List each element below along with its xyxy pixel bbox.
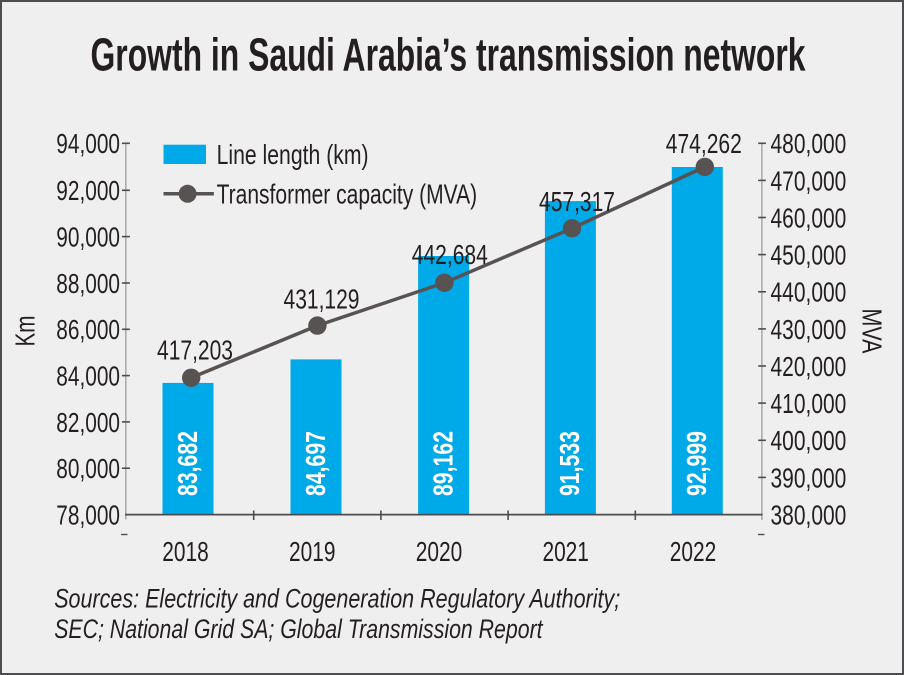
svg-text:Sources: Electricity and Cogen: Sources: Electricity and Cogeneration Re… xyxy=(54,583,620,613)
svg-text:91,533: 91,533 xyxy=(554,431,585,496)
svg-text:82,000: 82,000 xyxy=(56,407,120,438)
svg-text:457,317: 457,317 xyxy=(539,186,615,217)
svg-text:MVA: MVA xyxy=(857,309,888,355)
svg-text:410,000: 410,000 xyxy=(771,388,847,419)
svg-text:94,000: 94,000 xyxy=(56,128,120,159)
svg-text:460,000: 460,000 xyxy=(771,202,847,233)
svg-text:390,000: 390,000 xyxy=(771,462,847,493)
svg-text:480,000: 480,000 xyxy=(771,128,847,159)
svg-text:2020: 2020 xyxy=(416,536,463,567)
svg-text:89,162: 89,162 xyxy=(427,431,458,496)
svg-text:SEC; National Grid SA; Global: SEC; National Grid SA; Global Transmissi… xyxy=(54,614,544,644)
svg-text:90,000: 90,000 xyxy=(56,222,120,253)
svg-text:2021: 2021 xyxy=(542,536,589,567)
svg-text:440,000: 440,000 xyxy=(771,277,847,308)
svg-text:78,000: 78,000 xyxy=(56,499,120,530)
svg-text:83,682: 83,682 xyxy=(172,431,203,496)
svg-text:92,999: 92,999 xyxy=(681,431,712,496)
svg-text:450,000: 450,000 xyxy=(771,240,847,271)
svg-text:2019: 2019 xyxy=(289,536,336,567)
svg-text:Line length (km): Line length (km) xyxy=(217,139,369,170)
svg-text:86,000: 86,000 xyxy=(56,314,120,345)
svg-text:417,203: 417,203 xyxy=(157,335,233,366)
svg-text:2018: 2018 xyxy=(162,536,209,567)
svg-text:430,000: 430,000 xyxy=(771,314,847,345)
svg-text:442,684: 442,684 xyxy=(412,239,488,270)
svg-text:400,000: 400,000 xyxy=(771,425,847,456)
svg-text:380,000: 380,000 xyxy=(771,499,847,530)
svg-text:420,000: 420,000 xyxy=(771,351,847,382)
svg-text:92,000: 92,000 xyxy=(56,175,120,206)
svg-text:2022: 2022 xyxy=(670,536,717,567)
svg-text:470,000: 470,000 xyxy=(771,165,847,196)
svg-text:84,000: 84,000 xyxy=(56,361,120,392)
svg-text:431,129: 431,129 xyxy=(284,284,360,315)
svg-text:88,000: 88,000 xyxy=(56,268,120,299)
svg-text:Transformer capacity (MVA): Transformer capacity (MVA) xyxy=(217,178,478,209)
svg-text:80,000: 80,000 xyxy=(56,453,120,484)
svg-text:84,697: 84,697 xyxy=(300,431,331,496)
svg-text:474,262: 474,262 xyxy=(666,128,742,159)
svg-text:Km: Km xyxy=(10,316,41,347)
svg-text:Growth in Saudi Arabia’s trans: Growth in Saudi Arabia’s transmission ne… xyxy=(91,28,806,80)
